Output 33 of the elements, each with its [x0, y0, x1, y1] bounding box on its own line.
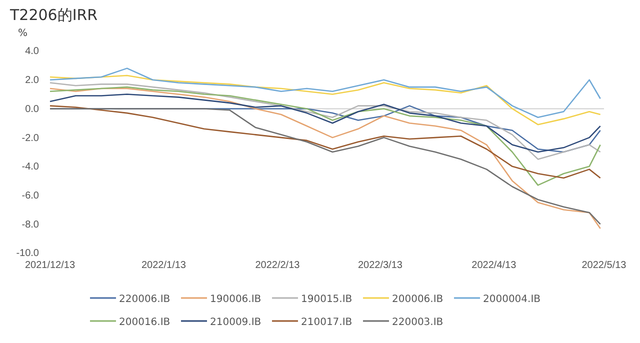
line-series: [49, 82, 601, 160]
x-tick-label: 2022/3/13: [358, 260, 403, 272]
legend-label: 200016.IB: [119, 317, 170, 328]
chart-title: T2206的IRR: [9, 6, 98, 24]
y-tick-label: -6.0: [22, 190, 40, 202]
legend-label: 200006.IB: [392, 294, 444, 305]
line-series: [49, 74, 601, 126]
x-tick-label: 2022/5/13: [582, 260, 627, 272]
y-tick-label: -4.0: [22, 162, 40, 173]
y-tick-label: -8.0: [22, 219, 40, 230]
line-series: [49, 108, 601, 225]
legend-label: 220003.IB: [392, 317, 444, 328]
legend-label: 190015.IB: [301, 294, 352, 305]
line-series: [49, 68, 601, 118]
line-series: [49, 88, 601, 230]
y-tick-label: -10.0: [16, 248, 40, 260]
legend-label: 210009.IB: [210, 317, 262, 328]
y-tick-label: 2.0: [25, 75, 40, 86]
line-series: [49, 86, 601, 186]
x-tick-label: 2022/4/13: [472, 260, 517, 272]
legend-label: 220006.IB: [119, 294, 170, 305]
y-tick-label: 0.0: [25, 104, 40, 115]
legend-label: 210017.IB: [301, 317, 352, 328]
y-axis-title: %: [18, 28, 28, 39]
legend-label: 190006.IB: [210, 294, 262, 305]
line-series: [49, 94, 601, 153]
y-tick-label: 4.0: [25, 46, 40, 58]
x-tick-label: 2022/2/13: [255, 260, 300, 272]
legend-label: 2000004.IB: [483, 294, 541, 305]
x-tick-label: 2022/1/13: [141, 260, 186, 272]
y-tick-label: -2.0: [22, 132, 40, 144]
x-tick-label: 2021/12/13: [24, 260, 76, 272]
line-series: [49, 105, 601, 179]
